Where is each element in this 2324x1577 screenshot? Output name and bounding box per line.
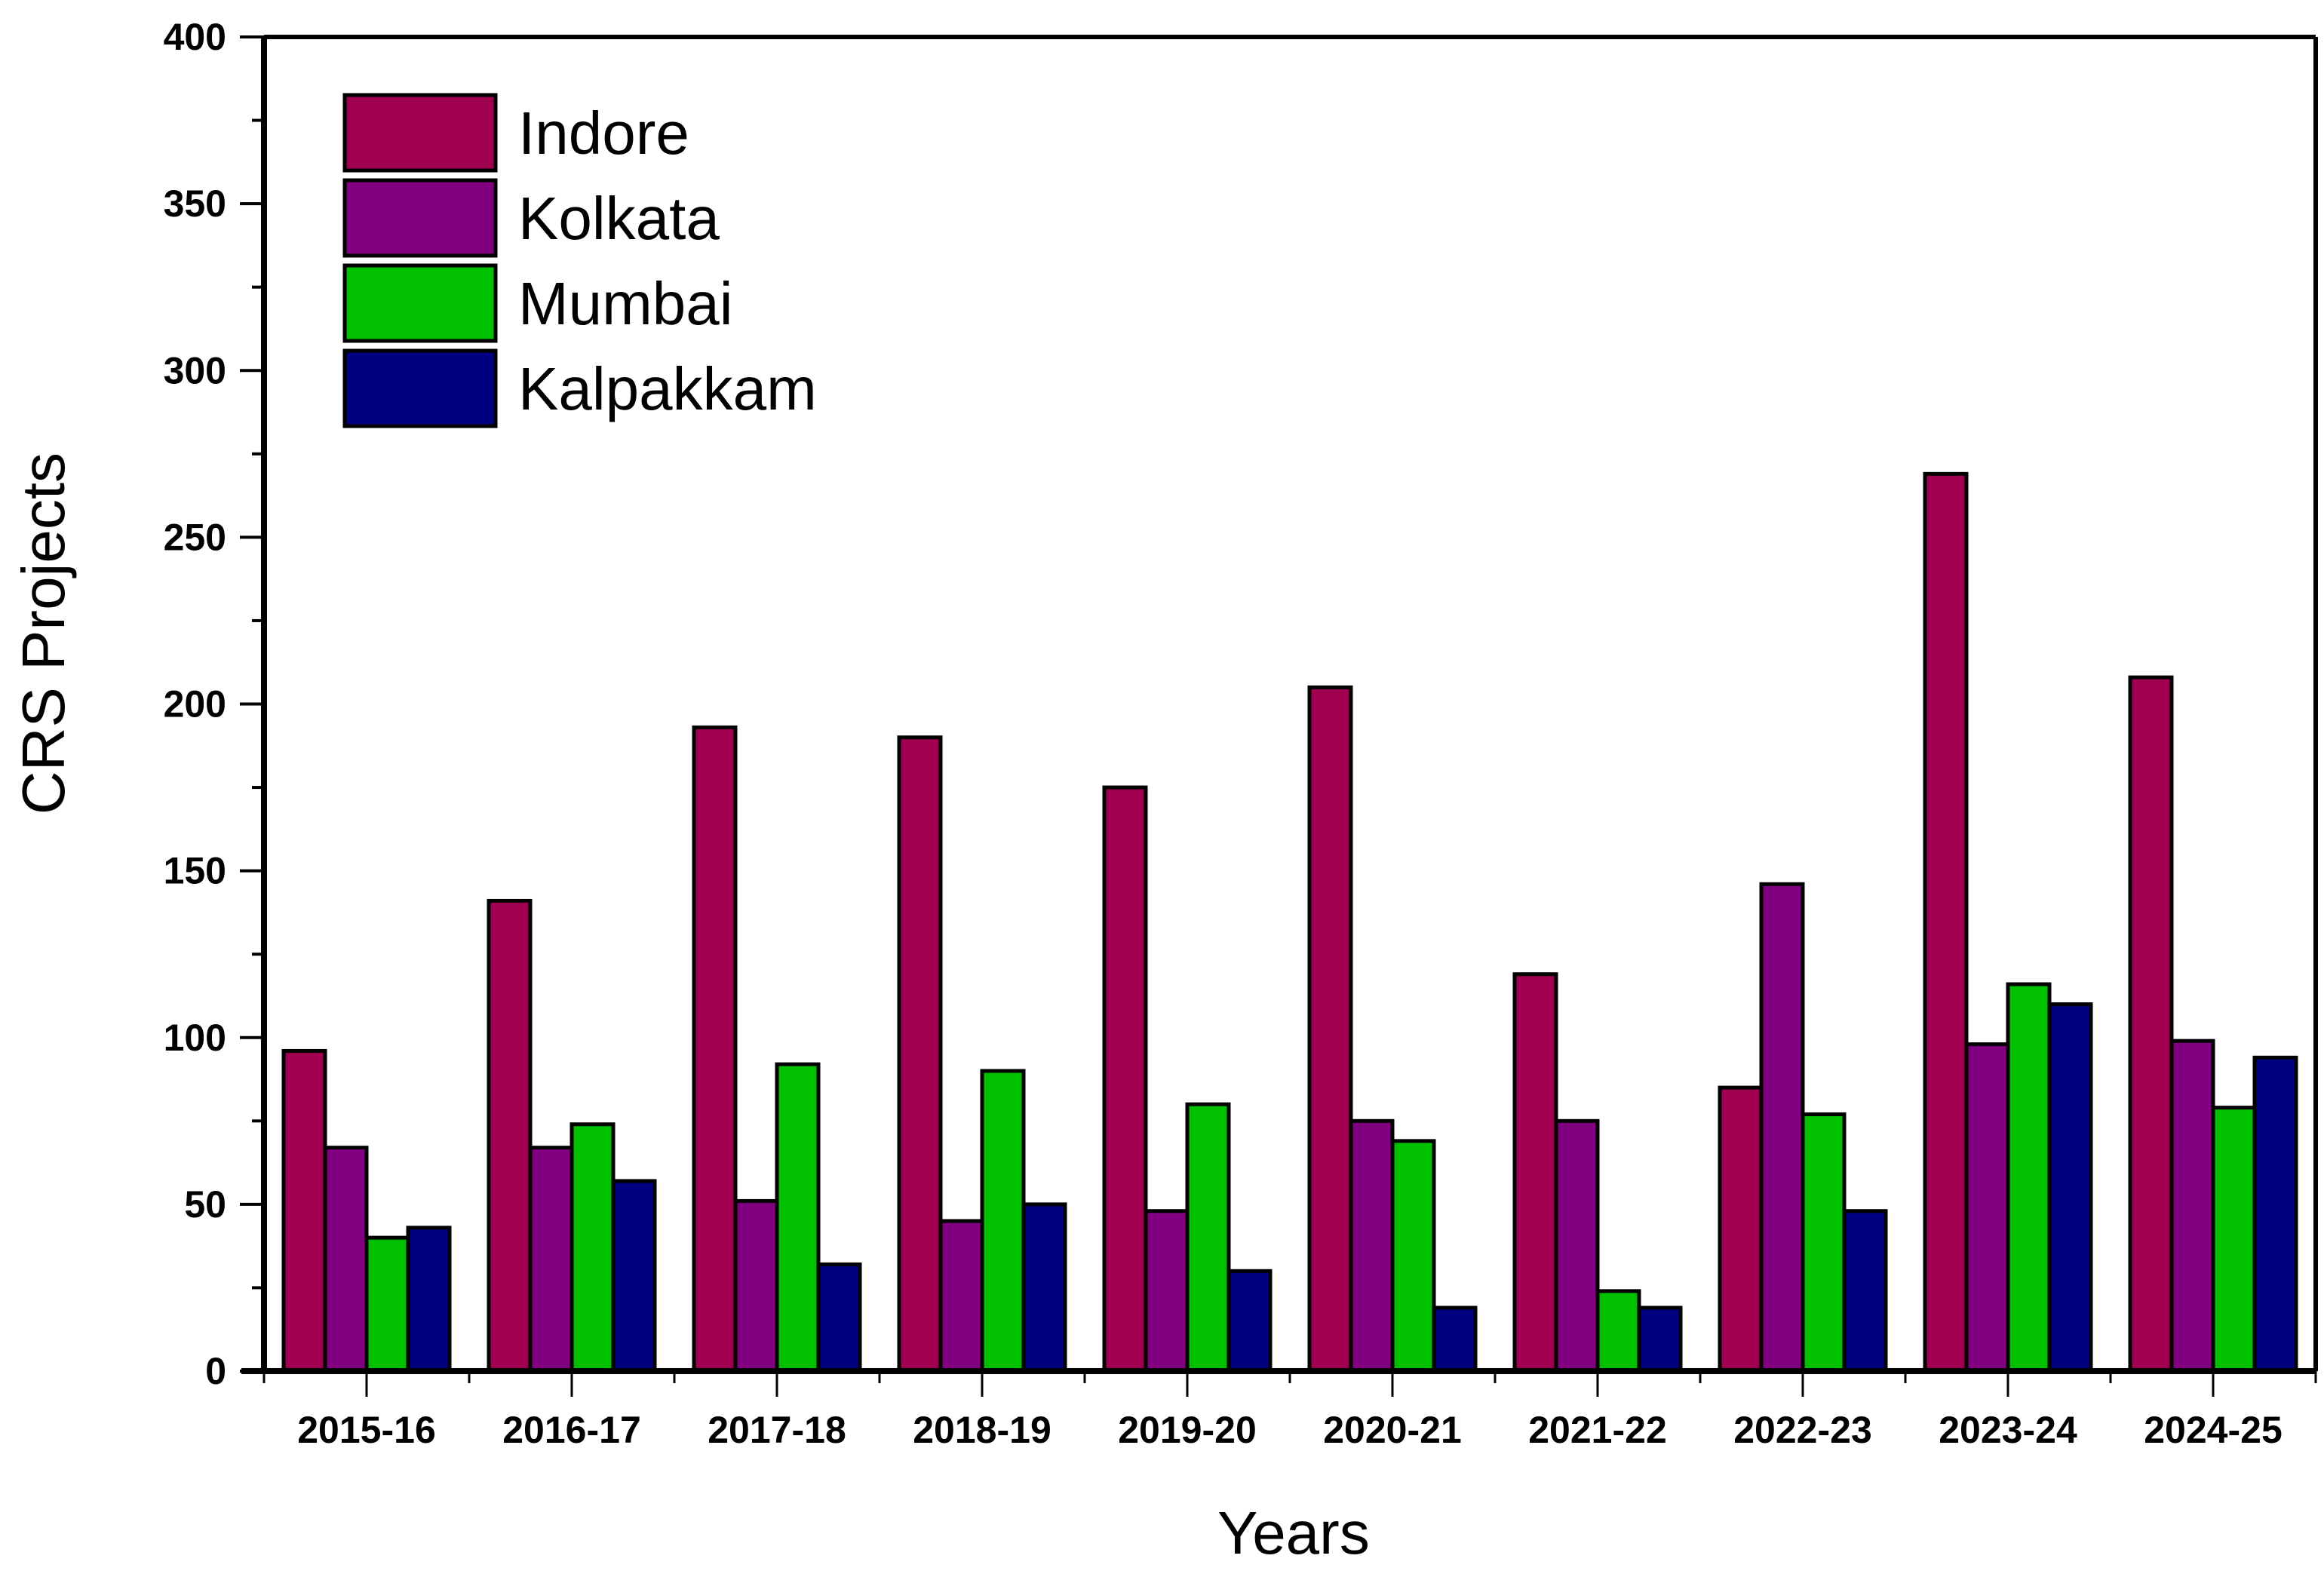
x-tick-label: 2022-23	[1733, 1409, 1872, 1451]
x-tick-label: 2018-19	[913, 1409, 1051, 1451]
bar-kalpakkam-2023-24	[2047, 1002, 2093, 1373]
bar-kalpakkam-2020-21	[1432, 1305, 1478, 1373]
bar-indore-2022-23	[1718, 1085, 1764, 1373]
bar-indore-2020-21	[1307, 685, 1353, 1373]
bar-kolkata-2015-16	[323, 1146, 369, 1373]
bar-mumbai-2017-18	[775, 1062, 821, 1373]
y-tick-label: 400	[164, 16, 226, 58]
x-tick-label: 2016-17	[502, 1409, 641, 1451]
x-axis-ticks: 2015-16 2016-17 2017-18 2018-19 2019-20 2020-…	[262, 1371, 2317, 1451]
bar-mumbai-2021-22	[1595, 1289, 1641, 1373]
bar-mumbai-2018-19	[980, 1069, 1026, 1373]
x-tick-label: 2017-18	[708, 1409, 846, 1451]
bar-kalpakkam-2024-25	[2252, 1055, 2298, 1373]
bar-mumbai-2022-23	[1801, 1112, 1847, 1373]
bars-layer	[281, 471, 2298, 1373]
bar-kalpakkam-2017-18	[816, 1262, 862, 1373]
bar-kalpakkam-2016-17	[611, 1179, 657, 1373]
bar-indore-2019-20	[1102, 785, 1148, 1373]
bar-kalpakkam-2015-16	[406, 1226, 452, 1373]
y-tick-label: 0	[205, 1350, 226, 1392]
bar-indore-2016-17	[487, 898, 533, 1373]
legend-label: Indore	[518, 100, 689, 167]
y-tick-label: 150	[164, 850, 226, 892]
legend-item-indore: Indore	[342, 93, 689, 173]
bar-kalpakkam-2021-22	[1637, 1305, 1683, 1373]
legend-item-mumbai: Mumbai	[342, 263, 733, 343]
x-tick-label: 2024-25	[2144, 1409, 2283, 1451]
x-tick-label: 2019-20	[1118, 1409, 1257, 1451]
y-tick-label: 50	[184, 1183, 226, 1226]
y-axis-title: CRS Projects	[10, 453, 77, 815]
bar-indore-2018-19	[897, 735, 943, 1373]
x-tick-label: 2021-22	[1528, 1409, 1667, 1451]
x-tick-label: 2020-21	[1323, 1409, 1462, 1451]
y-tick-label: 250	[164, 516, 226, 558]
bar-kolkata-2022-23	[1759, 882, 1805, 1373]
bar-kolkata-2020-21	[1349, 1118, 1395, 1373]
x-axis-title: Years	[1217, 1499, 1370, 1566]
x-tick-label: 2015-16	[297, 1409, 436, 1451]
y-tick-label: 100	[164, 1017, 226, 1059]
bar-indore-2017-18	[692, 725, 738, 1373]
bar-indore-2023-24	[1923, 471, 1969, 1373]
legend-swatch	[342, 263, 498, 343]
legend-label: Mumbai	[518, 270, 733, 337]
y-tick-label: 200	[164, 683, 226, 726]
bar-kalpakkam-2019-20	[1226, 1269, 1273, 1373]
bar-kolkata-2017-18	[733, 1198, 779, 1373]
bar-mumbai-2020-21	[1390, 1139, 1436, 1373]
bar-indore-2015-16	[281, 1048, 327, 1373]
legend-label: Kalpakkam	[518, 355, 817, 422]
bar-kolkata-2021-22	[1554, 1118, 1600, 1373]
bar-mumbai-2015-16	[364, 1235, 410, 1373]
bar-mumbai-2019-20	[1185, 1102, 1231, 1373]
bar-kolkata-2024-25	[2169, 1039, 2215, 1373]
y-tick-label: 300	[164, 349, 226, 391]
bar-indore-2021-22	[1512, 972, 1558, 1373]
bar-kalpakkam-2018-19	[1021, 1202, 1067, 1373]
legend: Indore Kolkata Mumbai Kalpakkam	[342, 93, 817, 428]
bar-kolkata-2019-20	[1144, 1209, 1190, 1373]
legend-label: Kolkata	[518, 185, 720, 252]
legend-item-kalpakkam: Kalpakkam	[342, 348, 817, 428]
legend-swatch	[342, 348, 498, 428]
y-tick-label: 350	[164, 183, 226, 225]
bar-mumbai-2016-17	[569, 1122, 616, 1373]
bar-kolkata-2023-24	[1964, 1042, 2010, 1373]
x-tick-label: 2023-24	[1939, 1409, 2077, 1451]
bar-indore-2024-25	[2128, 675, 2174, 1373]
bar-kolkata-2018-19	[938, 1219, 984, 1373]
legend-item-kolkata: Kolkata	[342, 178, 720, 258]
legend-swatch	[342, 178, 498, 258]
bar-kolkata-2016-17	[528, 1146, 574, 1373]
bar-mumbai-2023-24	[2006, 982, 2052, 1373]
legend-swatch	[342, 93, 498, 173]
bar-mumbai-2024-25	[2211, 1106, 2257, 1373]
y-axis-ticks: 0 50 100 150 200 250 300 350 400	[164, 16, 264, 1392]
bar-kalpakkam-2022-23	[1842, 1209, 1888, 1373]
